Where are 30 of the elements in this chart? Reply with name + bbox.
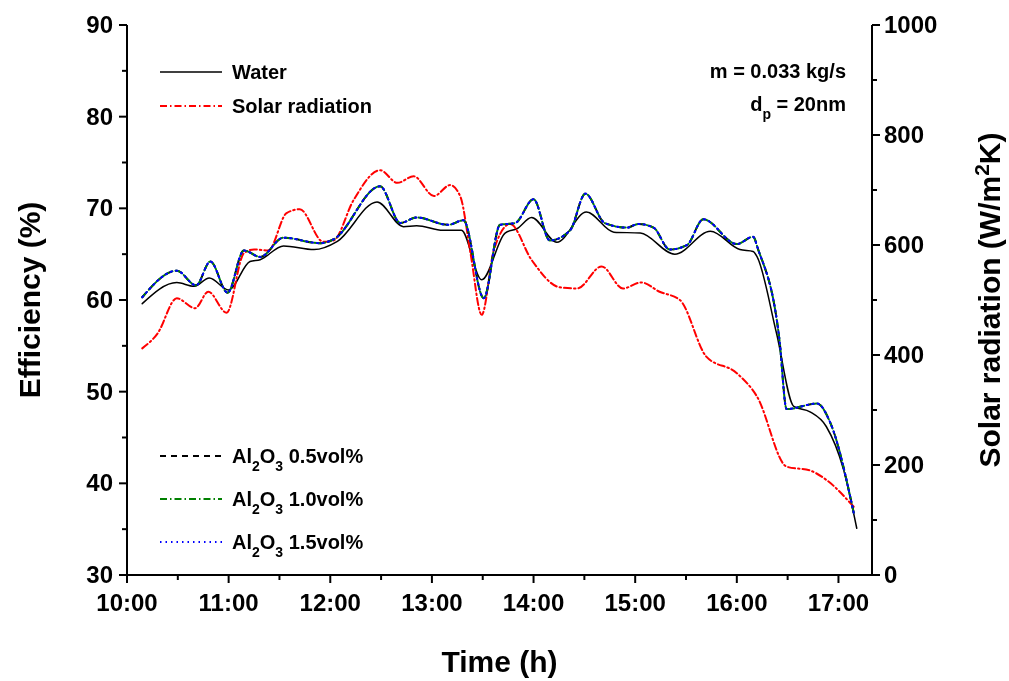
x-tick-label: 16:00 xyxy=(706,589,768,616)
legend-label: Water xyxy=(232,61,288,83)
annotation: m = 0.033 kg/s xyxy=(709,60,846,82)
y2-tick-label: 1000 xyxy=(884,11,938,38)
y-tick-label: 60 xyxy=(86,286,113,313)
y-tick-label: 40 xyxy=(86,469,113,497)
x-tick-label: 14:00 xyxy=(502,589,565,616)
legend-label: Solar radiation xyxy=(232,95,373,117)
y2-tick-label: 800 xyxy=(884,121,925,148)
x-tick-label: 11:00 xyxy=(198,589,259,616)
x-tick-label: 13:00 xyxy=(401,589,463,616)
y2-tick-label: 600 xyxy=(884,231,925,258)
y2-tick-label: 400 xyxy=(884,341,925,368)
y-tick-label: 30 xyxy=(86,561,113,588)
legend-label: Al$_{2}$O$_{3}$ 1.0vol% xyxy=(232,488,364,517)
x-tick-label: 12:00 xyxy=(299,589,361,616)
y-tick-label: 70 xyxy=(86,194,113,222)
y2-tick-label: 200 xyxy=(884,451,925,478)
y-tick-label: 90 xyxy=(86,11,113,38)
y2-tick-label: 0 xyxy=(884,561,898,588)
x-tick-label: 15:00 xyxy=(604,589,666,616)
x-tick-label: 10:00 xyxy=(96,589,158,616)
legend-label: Al$_{2}$O$_{3}$ 0.5vol% xyxy=(232,445,364,474)
y-tick-label: 80 xyxy=(86,102,113,130)
x-axis-title: Time (h) xyxy=(441,645,558,678)
y-axis-title: Efficiency (%) xyxy=(13,201,46,399)
y-tick-label: 50 xyxy=(86,377,113,405)
legend-label: Al$_{2}$O$_{3}$ 1.5vol% xyxy=(232,531,364,560)
x-tick-label: 17:00 xyxy=(807,589,870,616)
annotation: d$_{p}$ = 20nm xyxy=(750,93,846,122)
